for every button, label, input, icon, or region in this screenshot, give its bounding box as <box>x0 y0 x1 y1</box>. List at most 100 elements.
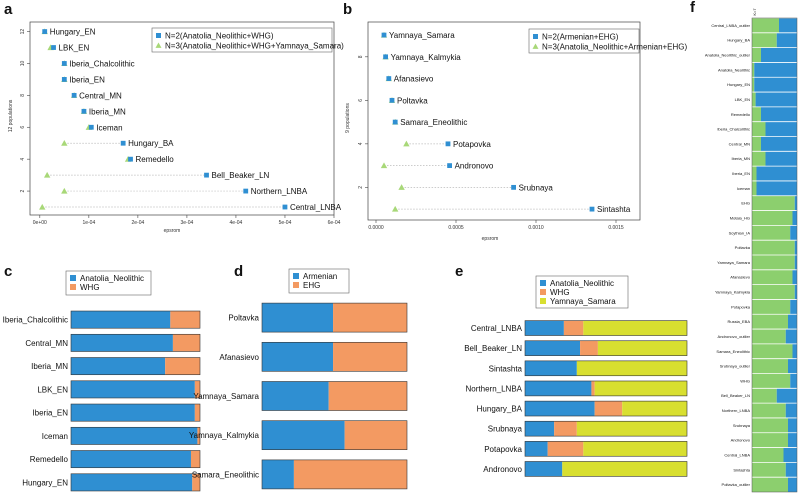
bar-outline <box>524 461 688 477</box>
admixture-blue-LBK_EN <box>755 92 797 107</box>
bar-category-label: Iberia_MN <box>31 362 68 371</box>
panel-a-ytick-label: 12 <box>20 29 26 35</box>
bar-segment-WHG <box>554 421 577 437</box>
bar-outline <box>70 403 201 422</box>
group-label-Andronovo_outlier: Andronovo_outlier <box>718 334 751 339</box>
point-label-Central_MN: Central_MN <box>79 91 122 100</box>
bar-segment-EHG <box>344 420 407 450</box>
panel-b-ytick-label: 6 <box>358 99 364 102</box>
bar-category-label: LBK_EN <box>37 385 68 394</box>
group-label-Iberia_EN: Iberia_EN <box>732 171 750 176</box>
point-label-Andronovo: Andronovo <box>455 162 494 171</box>
panel-a-xtick-label: 4e-04 <box>230 220 243 226</box>
bar-category-label: Andronovo <box>483 465 522 474</box>
point-label-Iberia_MN: Iberia_MN <box>89 107 126 116</box>
square-marker-Remedello <box>128 156 133 162</box>
bar-segment-Anatolia_Neolithic <box>71 357 166 375</box>
group-label-Sintashta: Sintashta <box>733 467 750 472</box>
admixture-blue-Hungary_EN <box>754 77 797 93</box>
panel-a-ytick-label: 8 <box>20 94 26 97</box>
admixture-green-Iceman <box>752 180 757 196</box>
legend-label: WHG <box>80 283 100 292</box>
panel-b-xlabel: epsrom <box>482 236 499 242</box>
panel-a-xtick-label: 5e-04 <box>279 220 292 226</box>
admixture-green-Anatolia_Neolithic_outlier <box>752 47 761 63</box>
point-label-Sintashta: Sintashta <box>597 205 631 214</box>
panel-b-legend-box <box>528 28 640 54</box>
admixture-green-Northern_LNBA <box>752 403 786 418</box>
legend-swatch <box>70 284 76 290</box>
admixture-blue-WHG <box>790 373 797 389</box>
square-marker-Sintashta <box>589 206 595 212</box>
triangle-marker-Central_LNBA <box>39 203 46 210</box>
panel-f-frame <box>751 17 798 493</box>
admixture-blue-Srubnaya <box>788 417 797 433</box>
admixture-blue-Iberia_MN <box>765 151 797 167</box>
panel-b-xtick-label: 0.0010 <box>528 225 544 231</box>
panel-b-ytick-label: 4 <box>358 142 364 145</box>
group-label-EHG: EHG <box>741 201 750 206</box>
point-label-Northern_LNBA: Northern_LNBA <box>251 187 308 196</box>
group-label-Scythian_IA: Scythian_IA <box>729 230 751 235</box>
panel-b-ytick-label: 2 <box>358 186 364 189</box>
point-label-Samara_Eneolithic: Samara_Eneolithic <box>400 118 467 127</box>
bar-category-label: Srubnaya <box>488 425 523 434</box>
group-label-Potapovka: Potapovka <box>731 304 751 309</box>
bar-category-label: Yamnaya_Samara <box>193 392 259 401</box>
point-label-Iberia_Chalcolithic: Iberia_Chalcolithic <box>69 59 134 68</box>
admixture-green-Srubnaya <box>752 417 788 433</box>
bar-segment-Anatolia_Neolithic <box>525 340 581 356</box>
panel-a-ytick-label: 4 <box>20 158 26 161</box>
admixture-blue-Central_LNBA_outlier <box>779 18 797 33</box>
legend-triangle-marker <box>155 42 162 48</box>
bar-segment-Yamnaya_Samara <box>597 340 687 356</box>
bar-category-label: Bell_Beaker_LN <box>464 344 522 353</box>
bar-outline <box>70 450 201 469</box>
bar-outline <box>70 333 201 352</box>
bar-outline <box>524 320 688 336</box>
admixture-blue-Sintashta <box>785 462 797 478</box>
bar-category-label: Northern_LNBA <box>466 384 523 393</box>
admixture-blue-Samara_Eneolithic <box>792 343 797 359</box>
bar-segment-WHG <box>170 311 200 329</box>
bar-segment-EHG <box>333 303 407 333</box>
bar-category-label: Iceman <box>42 432 68 441</box>
legend-swatch <box>293 282 299 288</box>
square-marker-Northern_LNBA <box>243 188 249 194</box>
square-marker-Central_LNBA <box>282 204 288 210</box>
group-label-Poltavka_outlier: Poltavka_outlier <box>722 482 751 487</box>
bar-segment-Anatolia_Neolithic <box>525 461 563 477</box>
panel-c-legend-box <box>65 270 152 296</box>
bar-segment-EHG <box>328 381 407 411</box>
bar-segment-WHG <box>192 473 200 491</box>
bar-category-label: Sintashta <box>489 364 523 373</box>
square-marker-Srubnaya <box>511 184 516 190</box>
panel-a-xtick-label: 1e-04 <box>82 220 95 226</box>
bar-segment-Anatolia_Neolithic <box>525 360 577 376</box>
panel-letter-f: f <box>690 0 696 16</box>
admixture-green-Hungary_BA <box>752 32 777 48</box>
legend-swatch <box>540 289 546 295</box>
admixture-blue-Iceman <box>756 180 797 196</box>
admixture-green-EHG <box>752 195 795 211</box>
square-marker-LBK_EN <box>51 45 56 50</box>
square-marker-Iceman <box>88 124 94 130</box>
bar-segment-WHG <box>563 320 584 336</box>
point-label-Potapovka: Potapovka <box>453 140 491 149</box>
point-label-Remedello: Remedello <box>136 155 175 164</box>
point-label-Hungary_EN: Hungary_EN <box>50 28 96 37</box>
group-label-LBK_EN: LBK_EN <box>735 97 750 102</box>
admixture-green-Andronovo_outlier <box>752 329 786 344</box>
point-label-Afanasievo: Afanasievo <box>394 75 434 84</box>
admixture-blue-Potapovka <box>790 299 797 315</box>
panel-a-plot-frame <box>29 21 335 216</box>
legend-swatch <box>540 298 546 304</box>
bar-category-label: Yamnaya_Kalmykia <box>189 431 260 440</box>
admixture-green-Russia_EBA <box>752 314 788 330</box>
bar-segment-WHG <box>580 340 598 356</box>
panel-a-ytick-label: 2 <box>20 189 26 192</box>
bar-category-label: Remedello <box>30 455 69 464</box>
group-label-Andronovo: Andronovo <box>731 438 751 443</box>
legend-square-marker <box>533 34 538 39</box>
